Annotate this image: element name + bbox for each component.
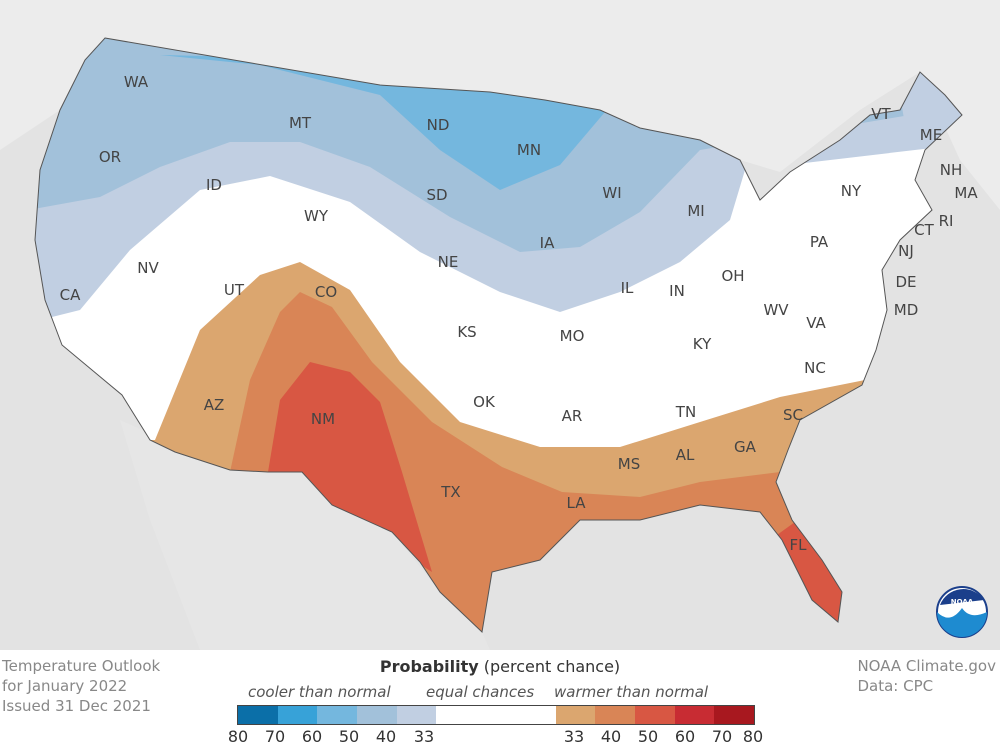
state-label-pa: PA (810, 233, 829, 251)
credit-data: Data: CPC (857, 677, 934, 695)
state-label-mt: MT (289, 114, 312, 132)
outlook-info: Temperature Outlook for January 2022 Iss… (2, 656, 160, 716)
state-label-sd: SD (426, 186, 447, 204)
state-label-ny: NY (841, 182, 862, 200)
state-label-nd: ND (427, 116, 450, 134)
state-label-tn: TN (675, 403, 696, 421)
canada-land (0, 0, 1000, 210)
state-label-ct: CT (914, 221, 934, 239)
state-label-de: DE (895, 273, 916, 291)
state-label-wv: WV (763, 301, 789, 319)
legend-title: Probability (percent chance) (0, 657, 1000, 676)
legend-swatch (277, 706, 318, 724)
legend-swatch (317, 706, 358, 724)
legend-swatch (595, 706, 635, 724)
state-label-ok: OK (473, 393, 496, 411)
legend-warmer-label: warmer than normal (554, 683, 709, 701)
state-label-la: LA (567, 494, 587, 512)
legend-tick: 50 (338, 727, 360, 746)
legend-swatch (357, 706, 397, 724)
state-label-wy: WY (304, 207, 329, 225)
state-label-wa: WA (124, 73, 149, 91)
state-label-ky: KY (693, 335, 712, 353)
legend-equal-label: equal chances (426, 683, 535, 701)
legend-swatch (714, 706, 754, 724)
state-label-il: IL (621, 279, 634, 297)
legend-tick: 80 (227, 727, 249, 746)
issue-date: Issued 31 Dec 2021 (2, 697, 151, 715)
state-label-id: ID (206, 176, 222, 194)
state-label-tx: TX (440, 483, 460, 501)
state-label-ne: NE (438, 253, 459, 271)
outlook-title: Temperature Outlook (2, 657, 161, 675)
state-label-co: CO (315, 283, 337, 301)
state-label-ri: RI (939, 212, 954, 230)
legend-title-bold: Probability (379, 657, 479, 676)
state-label-ks: KS (457, 323, 476, 341)
state-label-ar: AR (562, 407, 583, 425)
state-label-ms: MS (618, 455, 640, 473)
state-label-nj: NJ (898, 242, 914, 260)
legend-swatch (396, 706, 437, 724)
legend-swatch (674, 706, 715, 724)
state-label-wi: WI (602, 184, 621, 202)
state-label-nh: NH (940, 161, 963, 179)
noaa-logo-text: NOAA (951, 598, 974, 606)
state-label-vt: VT (871, 105, 891, 123)
state-label-ma: MA (954, 184, 978, 202)
legend-tick: 33 (413, 727, 435, 746)
legend-tick: 60 (674, 727, 696, 746)
state-label-ga: GA (734, 438, 757, 456)
state-label-in: IN (669, 282, 685, 300)
legend-tick: 60 (301, 727, 323, 746)
state-label-mn: MN (517, 141, 541, 159)
zone-warmer-50-60-nm-tx (268, 362, 432, 572)
state-labels: WA OR CA ID NV MT WY UT AZ CO NM ND SD NE KS OK TX MN IA MO… (60, 73, 979, 554)
state-label-md: MD (894, 301, 919, 319)
state-label-ut: UT (224, 281, 245, 299)
state-label-nv: NV (137, 259, 159, 277)
state-label-oh: OH (721, 267, 744, 285)
state-label-nm: NM (311, 410, 335, 428)
state-label-fl: FL (790, 536, 808, 554)
state-label-me: ME (920, 126, 942, 144)
state-label-ia: IA (540, 234, 555, 252)
state-label-sc: SC (783, 406, 803, 424)
legend-color-bar (237, 705, 755, 725)
noaa-logo: NOAA (936, 586, 988, 638)
state-label-or: OR (99, 148, 121, 166)
state-label-ca: CA (60, 286, 81, 304)
legend-swatch (436, 706, 556, 724)
legend-cooler-label: cooler than normal (248, 683, 391, 701)
state-label-va: VA (806, 314, 826, 332)
legend-title-rest: (percent chance) (483, 657, 621, 676)
state-label-al: AL (676, 446, 695, 464)
outlook-period: for January 2022 (2, 677, 128, 695)
outlook-map: WA OR CA ID NV MT WY UT AZ CO NM ND SD NE KS OK TX MN IA MO… (0, 0, 1000, 650)
legend-tick: 80 (742, 727, 764, 746)
legend-swatch (555, 706, 596, 724)
mexico-land (120, 420, 490, 650)
legend-tick: 50 (637, 727, 659, 746)
legend-tick: 70 (711, 727, 733, 746)
state-label-nc: NC (804, 359, 826, 377)
state-label-mi: MI (687, 202, 704, 220)
credit-source: NOAA Climate.gov (857, 657, 996, 675)
legend-tick: 40 (600, 727, 622, 746)
legend-tick: 40 (375, 727, 397, 746)
state-label-mo: MO (560, 327, 585, 345)
legend-tick: 33 (563, 727, 585, 746)
legend-tick: 70 (264, 727, 286, 746)
state-label-az: AZ (204, 396, 225, 414)
credits: NOAA Climate.gov Data: CPC (857, 656, 996, 696)
legend-swatch (238, 706, 278, 724)
legend-swatch (634, 706, 675, 724)
